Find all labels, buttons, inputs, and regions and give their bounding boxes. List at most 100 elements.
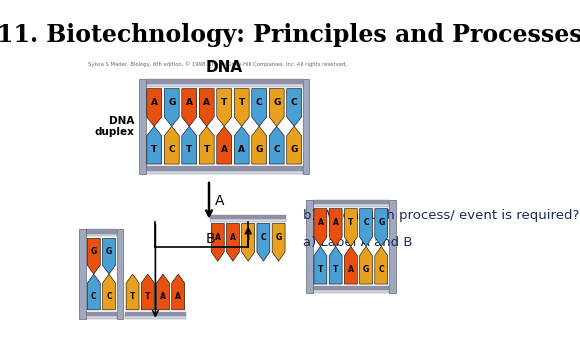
Polygon shape bbox=[227, 223, 240, 261]
Polygon shape bbox=[257, 223, 270, 261]
Text: T: T bbox=[204, 145, 210, 154]
Text: T: T bbox=[333, 265, 338, 274]
Text: C: C bbox=[273, 145, 280, 154]
Polygon shape bbox=[164, 126, 179, 164]
Text: C: C bbox=[106, 292, 112, 301]
Text: A: A bbox=[317, 218, 324, 227]
Polygon shape bbox=[182, 126, 197, 164]
Text: A: A bbox=[221, 145, 228, 154]
Text: T: T bbox=[238, 98, 245, 107]
Bar bbox=[313, 286, 389, 290]
Text: C: C bbox=[378, 265, 384, 274]
Polygon shape bbox=[172, 274, 184, 310]
Text: A: A bbox=[333, 218, 339, 227]
Text: A: A bbox=[348, 265, 354, 274]
Bar bbox=[146, 83, 303, 87]
Polygon shape bbox=[345, 209, 357, 246]
Polygon shape bbox=[360, 209, 372, 246]
Text: C: C bbox=[256, 98, 263, 107]
Text: C: C bbox=[363, 218, 369, 227]
Polygon shape bbox=[88, 238, 100, 274]
Text: C: C bbox=[91, 292, 97, 301]
Text: A: A bbox=[151, 98, 158, 107]
Text: G: G bbox=[273, 98, 280, 107]
Text: G: G bbox=[291, 145, 298, 154]
Polygon shape bbox=[287, 89, 302, 126]
Text: 11. Biotechnology: Principles and Processes: 11. Biotechnology: Principles and Proces… bbox=[0, 23, 580, 47]
Bar bbox=[146, 79, 303, 83]
Text: G: G bbox=[256, 145, 263, 154]
Polygon shape bbox=[272, 223, 285, 261]
Polygon shape bbox=[345, 246, 357, 284]
Bar bbox=[306, 200, 313, 293]
Bar bbox=[86, 316, 117, 319]
Polygon shape bbox=[182, 89, 197, 126]
Polygon shape bbox=[252, 126, 267, 164]
Polygon shape bbox=[103, 274, 115, 310]
Polygon shape bbox=[142, 274, 154, 310]
Text: T: T bbox=[151, 145, 157, 154]
Polygon shape bbox=[217, 89, 231, 126]
Text: DNA: DNA bbox=[206, 60, 243, 75]
Bar bbox=[303, 79, 309, 174]
Polygon shape bbox=[88, 274, 100, 310]
Polygon shape bbox=[164, 89, 179, 126]
Bar bbox=[86, 234, 117, 237]
Polygon shape bbox=[287, 126, 302, 164]
Text: G: G bbox=[363, 265, 369, 274]
Polygon shape bbox=[200, 89, 214, 126]
Bar bbox=[86, 230, 117, 234]
Text: a) Label A and B: a) Label A and B bbox=[303, 236, 413, 249]
Bar bbox=[139, 79, 146, 174]
Polygon shape bbox=[252, 89, 267, 126]
Polygon shape bbox=[200, 126, 214, 164]
Bar bbox=[125, 316, 186, 319]
Bar bbox=[146, 166, 303, 171]
Text: T: T bbox=[130, 292, 135, 301]
Text: T: T bbox=[186, 145, 193, 154]
Bar bbox=[313, 290, 389, 293]
Polygon shape bbox=[314, 246, 327, 284]
Bar bbox=[313, 204, 389, 207]
Bar bbox=[117, 230, 124, 319]
Bar bbox=[86, 312, 117, 316]
Text: b) When such process/ event is required?: b) When such process/ event is required? bbox=[303, 209, 579, 222]
Bar bbox=[125, 312, 186, 316]
Polygon shape bbox=[211, 223, 224, 261]
Text: T: T bbox=[318, 265, 323, 274]
Text: T: T bbox=[145, 292, 150, 301]
Polygon shape bbox=[360, 246, 372, 284]
Polygon shape bbox=[269, 126, 284, 164]
Bar bbox=[210, 219, 286, 222]
Text: T: T bbox=[348, 218, 354, 227]
Polygon shape bbox=[157, 274, 169, 310]
Bar bbox=[79, 230, 86, 319]
Text: A: A bbox=[203, 98, 210, 107]
Text: G: G bbox=[378, 218, 385, 227]
Polygon shape bbox=[242, 223, 255, 261]
Polygon shape bbox=[147, 126, 162, 164]
Bar bbox=[313, 200, 389, 204]
Text: G: G bbox=[168, 98, 175, 107]
Text: G: G bbox=[90, 247, 97, 257]
Text: A: A bbox=[175, 292, 181, 301]
Text: B: B bbox=[205, 233, 215, 246]
Text: T: T bbox=[221, 98, 227, 107]
Polygon shape bbox=[147, 89, 162, 126]
Polygon shape bbox=[126, 274, 139, 310]
Bar bbox=[210, 215, 286, 219]
Text: A: A bbox=[186, 98, 193, 107]
Polygon shape bbox=[329, 209, 342, 246]
Text: G: G bbox=[276, 233, 282, 242]
Text: G: G bbox=[106, 247, 112, 257]
Polygon shape bbox=[375, 209, 387, 246]
Polygon shape bbox=[375, 246, 387, 284]
Text: DNA
duplex: DNA duplex bbox=[95, 116, 135, 137]
Polygon shape bbox=[234, 126, 249, 164]
Text: C: C bbox=[291, 98, 298, 107]
Text: A: A bbox=[215, 233, 220, 242]
Polygon shape bbox=[314, 209, 327, 246]
Bar bbox=[146, 171, 303, 174]
Polygon shape bbox=[217, 126, 231, 164]
Text: C: C bbox=[168, 145, 175, 154]
